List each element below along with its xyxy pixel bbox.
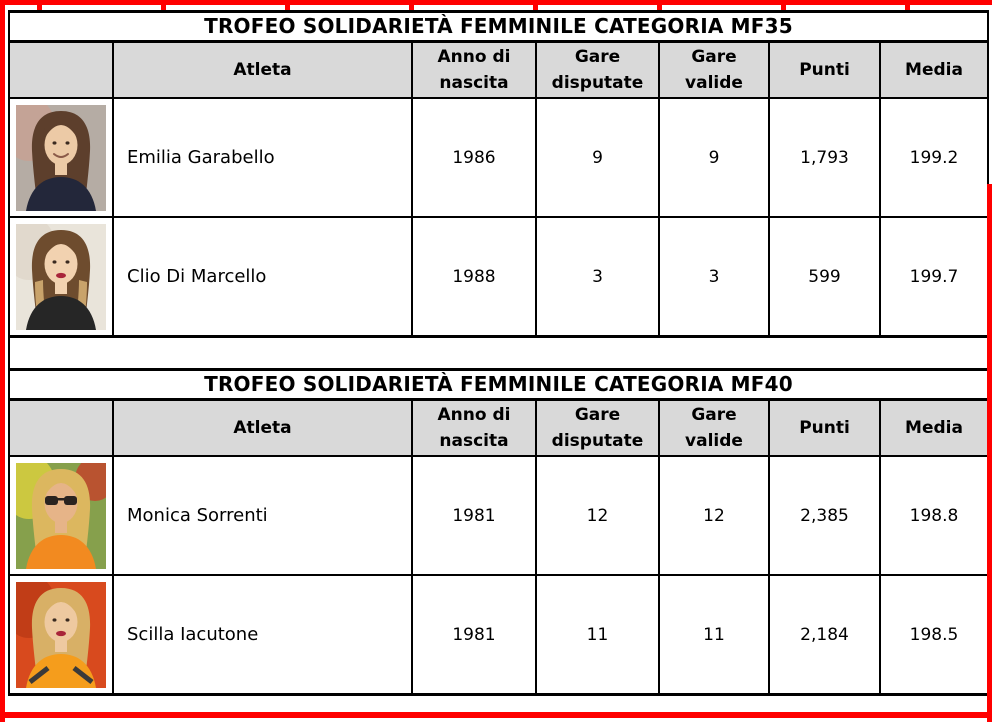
- header-atleta: Atleta: [114, 401, 413, 457]
- athlete-name: Scilla Iacutone: [114, 576, 413, 696]
- table-title-mf35: TROFEO SOLIDARIETÀ FEMMINILE CATEGORIA M…: [10, 10, 987, 43]
- races-valid: 3: [660, 218, 770, 338]
- page-border-tick: [37, 0, 42, 10]
- points: 1,793: [770, 99, 881, 218]
- average: 199.2: [881, 99, 987, 218]
- average: 199.7: [881, 218, 987, 338]
- athlete-name: Emilia Garabello: [114, 99, 413, 218]
- birth-year: 1981: [413, 457, 537, 576]
- table-row: Clio Di Marcello 1988 3 3 599 199.7: [2, 215, 987, 338]
- photo-cell: [2, 215, 114, 338]
- page-border-top: [0, 0, 992, 5]
- races-run: 11: [537, 576, 660, 696]
- header-gare-disputate: Gare disputate: [537, 401, 660, 457]
- photo-cell: [2, 96, 114, 218]
- ranking-table-mf40: TROFEO SOLIDARIETÀ FEMMINILE CATEGORIA M…: [2, 368, 987, 696]
- birth-year: 1988: [413, 218, 537, 338]
- races-run: 3: [537, 218, 660, 338]
- table-row: Monica Sorrenti 1981 12 12 2,385 198.8: [2, 454, 987, 576]
- header-anno-di-nascita: Anno di nascita: [413, 401, 537, 457]
- table-row: Emilia Garabello 1986 9 9 1,793 199.2: [2, 96, 987, 218]
- header-punti: Punti: [770, 401, 881, 457]
- header-gare-valide: Gare valide: [660, 43, 770, 99]
- races-valid: 9: [660, 99, 770, 218]
- athlete-name: Monica Sorrenti: [114, 457, 413, 576]
- header-row: Atleta Anno di nascita Gare disputate Ga…: [10, 401, 987, 457]
- photo-cell: [2, 573, 114, 696]
- page-border-tick: [905, 0, 910, 10]
- header-row: Atleta Anno di nascita Gare disputate Ga…: [10, 43, 987, 99]
- page-border-tick: [657, 0, 662, 10]
- table-row: Scilla Iacutone 1981 11 11 2,184 198.5: [2, 573, 987, 696]
- page-border-tick: [161, 0, 166, 10]
- header-anno-di-nascita: Anno di nascita: [413, 43, 537, 99]
- header-atleta: Atleta: [114, 43, 413, 99]
- photo-cell: [2, 454, 115, 576]
- birth-year: 1986: [413, 99, 537, 218]
- races-run: 9: [537, 99, 660, 218]
- table-gap: [10, 338, 987, 368]
- races-valid: 11: [660, 576, 770, 696]
- points: 2,385: [770, 457, 881, 576]
- average: 198.8: [881, 457, 987, 576]
- points: 599: [770, 218, 881, 338]
- header-punti: Punti: [770, 43, 881, 99]
- birth-year: 1981: [413, 576, 537, 696]
- header-media: Media: [881, 401, 987, 457]
- header-gare-disputate: Gare disputate: [537, 43, 660, 99]
- header-photo: [10, 401, 114, 457]
- athlete-photo: [2, 573, 106, 688]
- races-run: 12: [537, 457, 660, 576]
- ranking-sheet: TROFEO SOLIDARIETÀ FEMMINILE CATEGORIA M…: [2, 10, 989, 696]
- ranking-table-mf35: TROFEO SOLIDARIETÀ FEMMINILE CATEGORIA M…: [2, 10, 987, 338]
- athlete-name: Clio Di Marcello: [114, 218, 413, 338]
- athlete-photo: [2, 215, 106, 330]
- athlete-photo: [2, 96, 106, 211]
- header-gare-valide: Gare valide: [660, 401, 770, 457]
- page-border-tick: [781, 0, 786, 10]
- page-border-tick: [409, 0, 414, 10]
- page-border-bottom: [0, 712, 992, 718]
- header-photo: [10, 43, 114, 99]
- table-title-mf40: TROFEO SOLIDARIETÀ FEMMINILE CATEGORIA M…: [10, 368, 987, 401]
- page-border-right: [987, 184, 992, 722]
- header-media: Media: [881, 43, 987, 99]
- page-border-tick: [533, 0, 538, 10]
- average: 198.5: [881, 576, 987, 696]
- athlete-photo: [2, 454, 115, 569]
- races-valid: 12: [660, 457, 770, 576]
- page-border-left: [0, 0, 5, 722]
- page-border-tick: [285, 0, 290, 10]
- points: 2,184: [770, 576, 881, 696]
